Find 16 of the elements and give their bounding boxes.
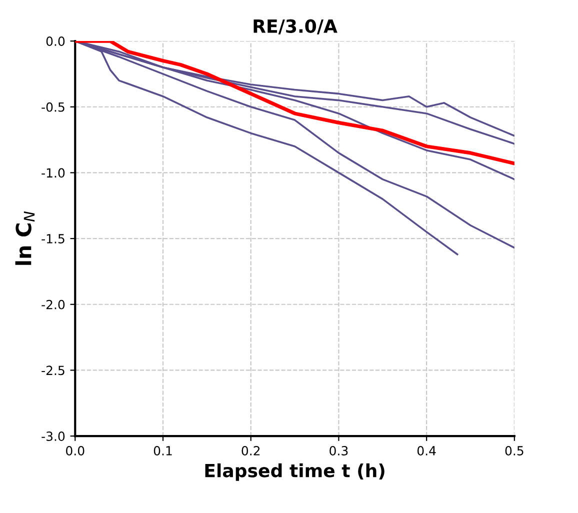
y-tick-label: -3.0 (42, 432, 65, 441)
y-tick-label: 0.0 (46, 36, 65, 46)
x-tick-label: 0.5 (505, 446, 524, 456)
x-tick-label: 0.2 (242, 446, 260, 456)
x-tick-label: 0.1 (154, 446, 172, 456)
x-axis-title: Elapsed time t (h) (205, 463, 384, 481)
y-tick-label: -0.5 (42, 102, 64, 112)
y-tick-label: -2.5 (42, 366, 64, 376)
chart-title: RE/3.0/A (254, 19, 338, 34)
y-tick-label: -1.0 (42, 168, 65, 178)
x-tick-label: 0.0 (66, 446, 84, 456)
x-tick-label: 0.3 (330, 446, 348, 456)
y-tick-label: -1.5 (42, 234, 64, 244)
y-tick-label: -2.0 (42, 300, 65, 310)
y-axis-title: ln C$_{N}$ (15, 211, 35, 265)
x-tick-label: 0.4 (417, 446, 436, 456)
